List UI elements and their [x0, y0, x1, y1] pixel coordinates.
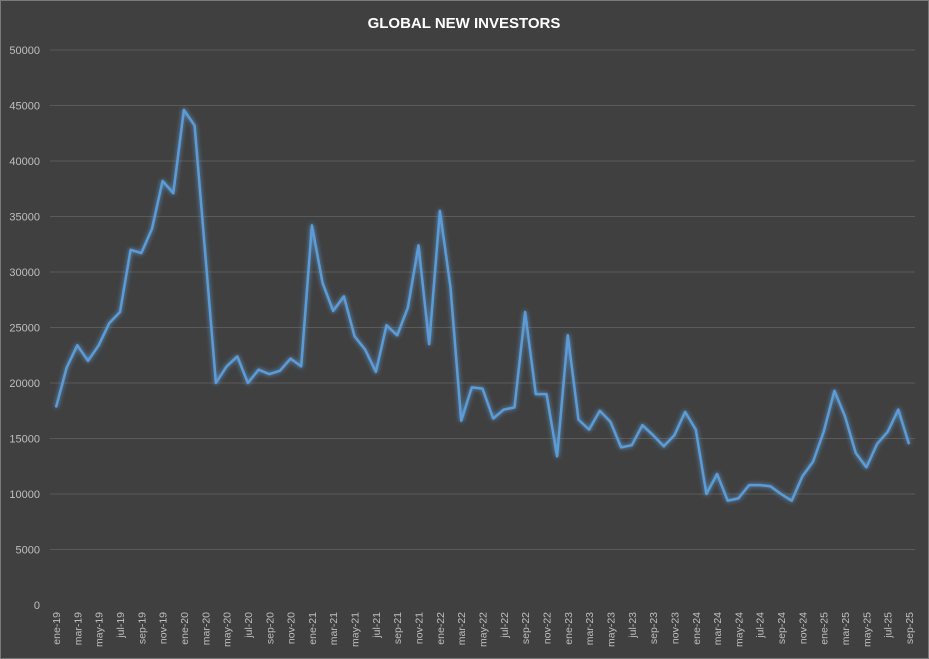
- x-tick-label: mar-20: [200, 612, 212, 645]
- y-axis-tick-labels: 0 5000 10000 15000 20000 25000 30000 35000 40000…: [9, 45, 40, 612]
- y-tick-label: 35000: [9, 212, 40, 224]
- x-tick-label: ene-24: [691, 612, 703, 645]
- gridlines: [50, 49, 915, 550]
- series-layer: [54, 108, 911, 502]
- x-tick-label: ene-20: [179, 612, 191, 645]
- y-tick-label: 50000: [9, 45, 40, 57]
- x-tick-label: sep-22: [520, 612, 532, 644]
- x-tick-label: nov-21: [414, 612, 426, 644]
- x-tick-label: nov-22: [541, 612, 553, 644]
- x-tick-label: jul-23: [627, 612, 639, 639]
- x-tick-label: sep-24: [776, 612, 788, 644]
- x-tick-label: may-21: [350, 612, 362, 647]
- x-tick-label: may-25: [861, 612, 873, 647]
- x-tick-label: jul-19: [115, 612, 127, 639]
- chart-title: GLOBAL NEW INVESTORS: [368, 15, 561, 32]
- x-tick-label: nov-23: [669, 612, 681, 644]
- x-tick-label: mar-24: [712, 612, 724, 645]
- x-tick-label: mar-22: [456, 612, 468, 645]
- y-tick-label: 20000: [9, 378, 40, 390]
- x-tick-label: sep-20: [264, 612, 276, 644]
- x-tick-label: may-22: [478, 612, 490, 647]
- y-tick-label: 10000: [9, 489, 40, 501]
- x-tick-label: nov-20: [286, 612, 298, 644]
- x-tick-label: jul-24: [755, 612, 767, 639]
- x-tick-label: jul-22: [499, 612, 511, 639]
- x-axis-tick-labels: ene-19 mar-19 may-19 jul-19 sep-19 nov-19 ene-…: [51, 612, 916, 647]
- x-tick-label: mar-21: [328, 612, 340, 645]
- y-tick-label: 25000: [9, 323, 40, 335]
- x-tick-label: mar-23: [584, 612, 596, 645]
- x-tick-label: nov-19: [158, 612, 170, 644]
- x-tick-label: may-23: [605, 612, 617, 647]
- x-tick-label: nov-24: [797, 612, 809, 644]
- x-tick-label: ene-25: [819, 612, 831, 645]
- x-tick-label: ene-19: [51, 612, 63, 645]
- x-tick-label: jul-20: [243, 612, 255, 639]
- y-tick-label: 5000: [16, 545, 40, 557]
- y-tick-label: 45000: [9, 101, 40, 113]
- x-tick-label: jul-21: [371, 612, 383, 639]
- y-tick-label: 40000: [9, 156, 40, 168]
- x-tick-label: may-24: [733, 612, 745, 647]
- x-tick-label: mar-19: [72, 612, 84, 645]
- x-tick-label: may-20: [222, 612, 234, 647]
- x-tick-label: ene-22: [435, 612, 447, 645]
- y-tick-label: 0: [34, 600, 40, 612]
- x-tick-label: may-19: [94, 612, 106, 647]
- x-tick-label: sep-21: [392, 612, 404, 644]
- x-tick-label: sep-23: [648, 612, 660, 644]
- x-tick-label: sep-25: [904, 612, 916, 644]
- series-line-global-new-investors: [54, 108, 911, 502]
- x-tick-label: sep-19: [136, 612, 148, 644]
- x-tick-label: jul-25: [883, 612, 895, 639]
- x-tick-label: ene-23: [563, 612, 575, 645]
- y-tick-label: 30000: [9, 267, 40, 279]
- x-tick-label: ene-21: [307, 612, 319, 645]
- x-tick-label: mar-25: [840, 612, 852, 645]
- y-tick-label: 15000: [9, 434, 40, 446]
